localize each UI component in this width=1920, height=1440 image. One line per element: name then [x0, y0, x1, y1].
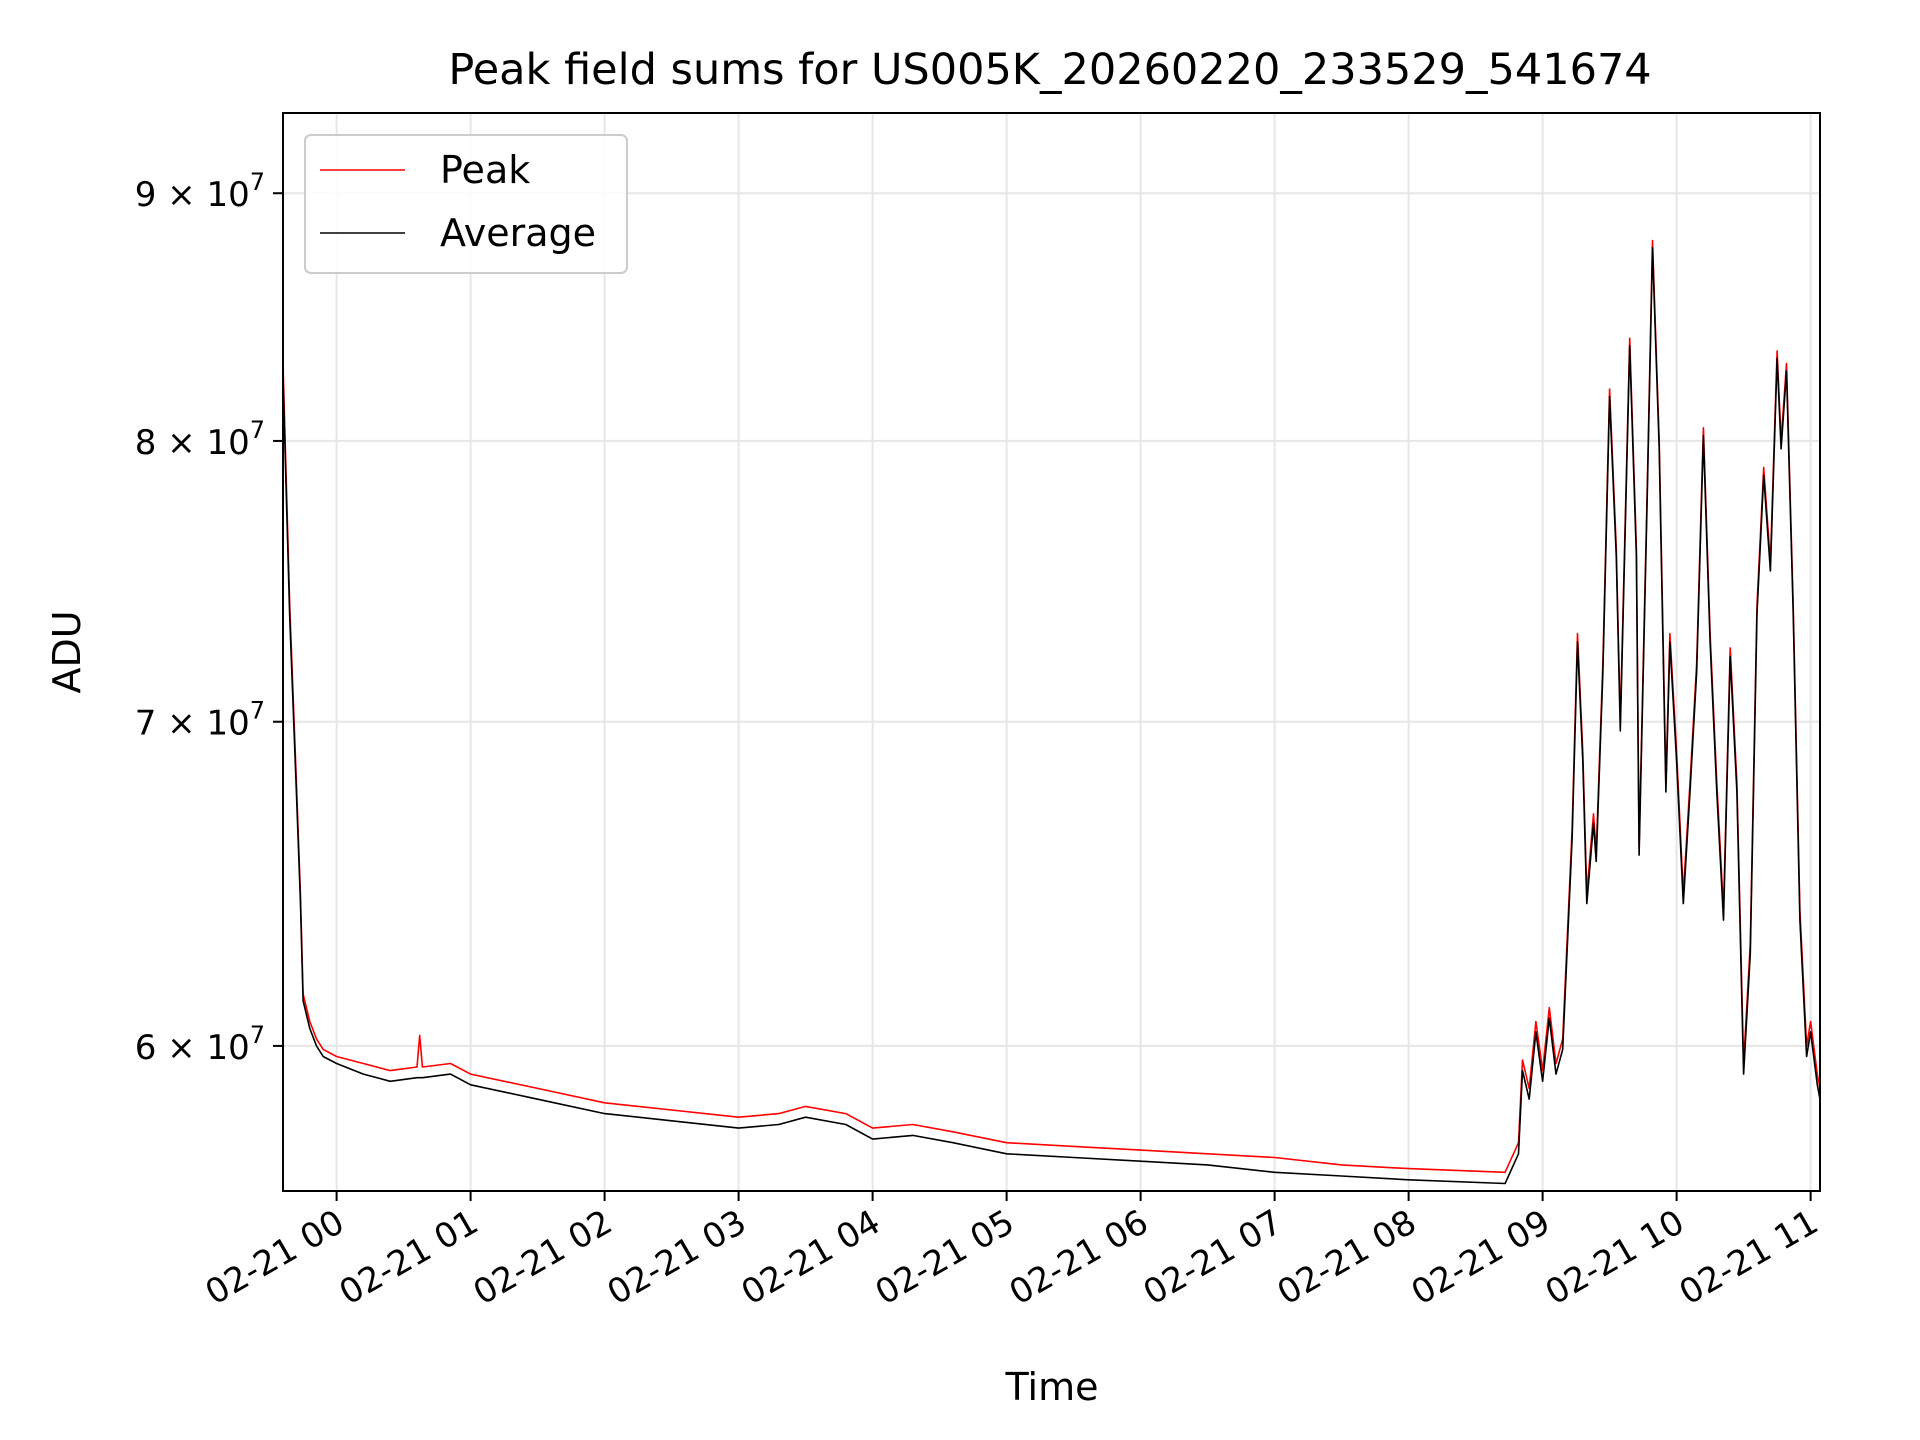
y-axis-label: ADU: [45, 610, 89, 693]
legend-label-peak: Peak: [440, 148, 530, 192]
y-axis: 6 × 107 7 × 107 8 × 107 9 × 107: [135, 168, 283, 1068]
series-layer: [283, 239, 1820, 1185]
y-tick-label: 8 × 107: [135, 416, 265, 463]
plot-frame: [282, 112, 1821, 1192]
legend: Peak Average: [304, 134, 628, 274]
y-tick-label: 9 × 107: [135, 168, 265, 215]
x-axis-label: Time: [1005, 1365, 1099, 1409]
series-line-average: [283, 246, 1820, 1185]
chart-title: Peak field sums for US005K_20260220_2335…: [448, 45, 1651, 95]
y-tick-label: 6 × 107: [135, 1021, 265, 1068]
y-tick-label: 7 × 107: [135, 697, 265, 744]
legend-label-average: Average: [440, 211, 596, 255]
